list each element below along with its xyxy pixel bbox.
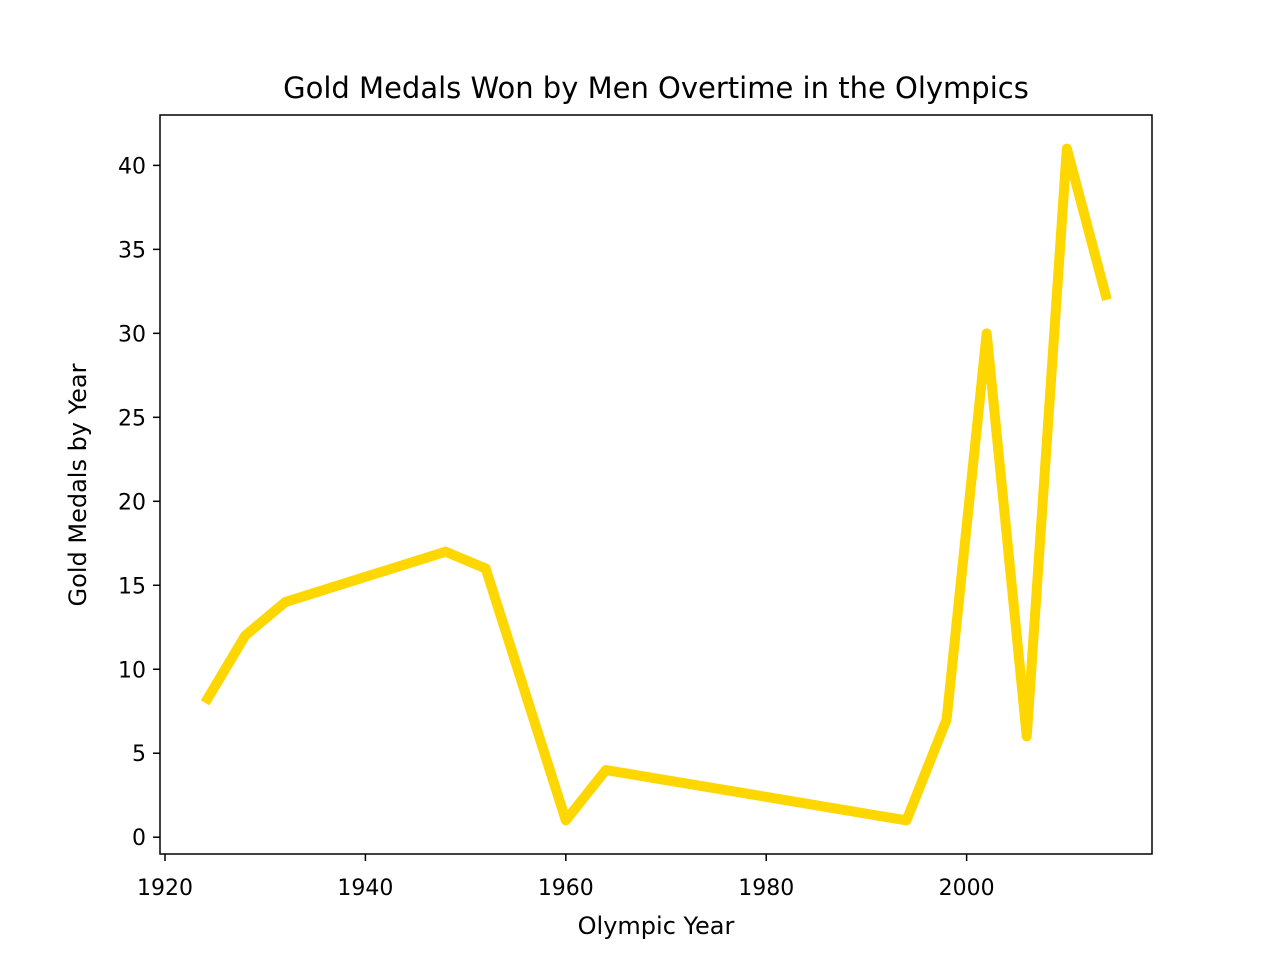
x-tick-label: 1920 [137, 876, 193, 901]
x-tick-label: 1980 [738, 876, 794, 901]
y-tick-label: 30 [118, 322, 146, 347]
plot-frame [159, 114, 1153, 855]
y-tick-label: 35 [118, 238, 146, 263]
x-tick-label: 2000 [939, 876, 995, 901]
y-tick-label: 15 [118, 574, 146, 599]
x-tick-label: 1960 [538, 876, 594, 901]
y-tick-label: 5 [132, 742, 146, 767]
x-axis-label: Olympic Year [578, 912, 735, 940]
x-tick-label: 1940 [337, 876, 393, 901]
series-line-0 [200, 143, 1112, 826]
y-tick-label: 40 [118, 154, 146, 179]
y-tick-label: 0 [132, 826, 146, 851]
plot-area [159, 114, 1153, 855]
x-axis: 1920 1940 1960 1980 2000 [137, 854, 995, 901]
y-tick-label: 25 [118, 406, 146, 431]
y-tick-label: 10 [118, 658, 146, 683]
y-axis: 0 5 10 15 20 25 30 35 40 [118, 154, 160, 851]
y-tick-label: 20 [118, 490, 146, 515]
chart-title: Gold Medals Won by Men Overtime in the O… [283, 71, 1029, 105]
y-axis-label: Gold Medals by Year [64, 363, 92, 606]
